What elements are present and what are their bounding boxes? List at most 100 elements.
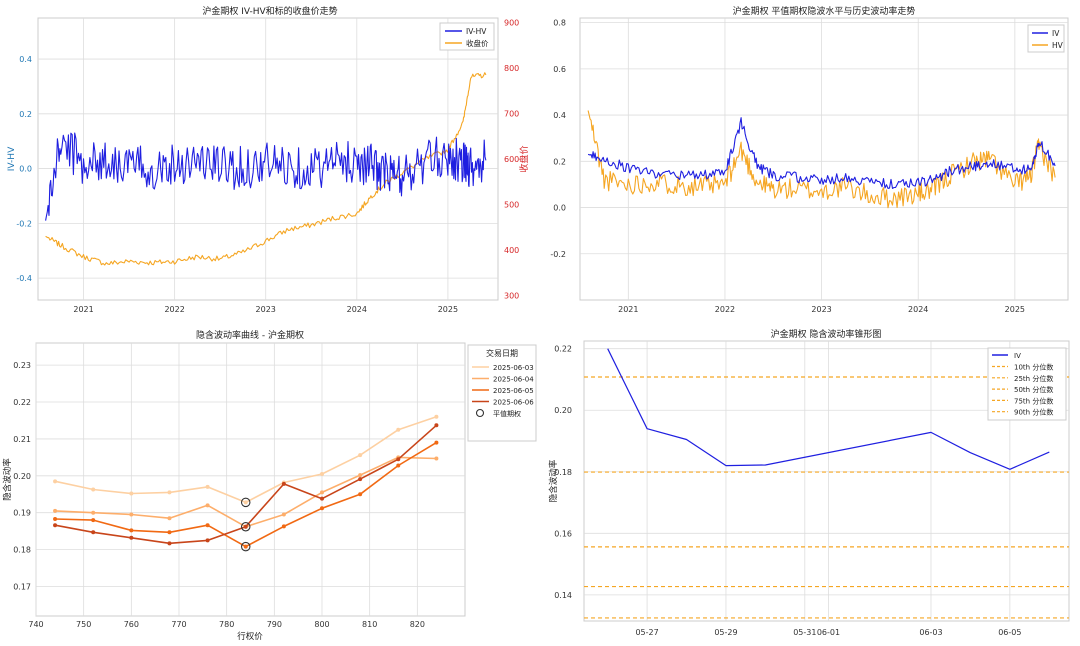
legend-label: 90th 分位数 [1014,408,1053,417]
x-axis-label: 行权价 [237,631,263,642]
x-tick-label: 2022 [715,305,735,314]
legend-label: 平值期权 [493,409,521,418]
legend-label: IV [1014,352,1021,360]
data-point [91,487,96,492]
y2-tick-label: 600 [504,155,519,164]
y-tick-label: 0.22 [13,398,31,407]
x-tick-label: 770 [171,620,186,629]
data-point [129,491,134,496]
chart-iv-hv-close: -0.4 -0.2 0.0 0.2 0.4 2021 2022 2023 2024 2025 300… [0,0,540,323]
data-point [434,440,439,445]
data-point [281,524,286,529]
x-tick-label: 760 [124,620,139,629]
data-point [243,524,248,529]
y2-tick-label: 400 [504,246,519,255]
legend-box [467,344,537,442]
legend-label: 2025-06-03 [493,364,534,372]
y-tick-label: -0.4 [16,274,32,283]
data-point [358,477,363,482]
chart-svg: -0.2 0.0 0.2 0.4 0.6 0.8 2021 2022 2023 2024 2025 沪… [550,5,1069,314]
series-line [45,132,487,221]
data-point [91,518,96,523]
data-point [243,500,248,505]
legend-atm-marker [475,408,485,418]
y-tick-label: 0.20 [554,406,572,415]
data-point [320,471,324,476]
data-point [358,473,363,478]
y2-tick-label: 700 [504,110,519,119]
y-axis-label: IV-HV [7,146,17,171]
legend-label: 10th 分位数 [1014,363,1053,372]
legend: IV-HV 收盘价 [439,22,495,51]
x-tick-label: 810 [362,620,377,629]
data-point [396,463,401,468]
x-tick-label: 2024 [908,305,928,314]
legend: IV HV [1027,24,1065,53]
data-point [167,490,172,495]
x-tick-label: 2023 [811,305,831,314]
chart-svg: 0.17 0.18 0.19 0.20 0.21 0.22 0.23 740 750 760 770… [2,329,537,642]
data-point [434,423,439,428]
legend-label: HV [1052,41,1064,50]
data-point [205,523,210,528]
y-tick-label: 0.0 [19,165,32,174]
data-point [320,496,324,501]
legend-title: 交易日期 [486,348,518,358]
x-tick-label: 06-01 [817,628,840,637]
y-tick-label: 0.4 [19,55,32,64]
data-point [320,506,324,511]
y-tick-label: 0.18 [554,468,572,477]
x-tick-label: 2025 [438,305,458,314]
series-line [587,117,1056,189]
data-point [53,516,58,521]
x-tick-label: 820 [410,620,425,629]
legend-label: IV [1052,29,1060,38]
x-tick-label: 2023 [256,305,276,314]
data-point [91,530,96,535]
x-tick-label: 06-05 [998,628,1021,637]
legend-label: 50th 分位数 [1014,385,1053,394]
y2-axis-label: 收盘价 [518,145,530,172]
x-tick-label: 800 [314,620,329,629]
y-tick-label: -0.2 [550,250,566,259]
x-tick-label: 2021 [618,305,638,314]
atm-marker [240,541,251,552]
series-line [607,348,1050,470]
y2-tick-label: 300 [504,291,519,300]
y-tick-label: 0.0 [553,204,566,213]
x-tick-label: 05-31 [793,628,816,637]
data-point [91,510,96,515]
x-tick-label: 2025 [1005,305,1025,314]
x-tick-label: 2024 [347,305,367,314]
y-tick-label: 0.8 [553,19,566,28]
y-tick-label: 0.19 [13,509,31,518]
y2-tick-label: 500 [504,200,519,209]
atm-marker [240,521,251,532]
x-tick-label: 780 [219,620,234,629]
legend-label: IV-HV [466,27,487,36]
legend-label: 2025-06-06 [493,399,534,407]
legend-box [987,347,1067,421]
series-line [587,110,1056,209]
y-tick-label: 0.2 [553,157,566,166]
data-point [167,516,172,521]
plot-area [35,342,466,617]
data-point [434,414,439,419]
data-point [53,523,58,528]
data-point [281,481,286,486]
data-point [396,457,401,462]
data-point [129,512,134,517]
data-point [167,541,172,546]
legend-label: 75th 分位数 [1014,396,1053,405]
x-tick-label: 06-03 [919,628,942,637]
x-tick-label: 2022 [164,305,184,314]
chart-iv-cone: 0.14 0.16 0.18 0.20 0.22 05-27 05-29 05-31 06-01… [540,323,1080,646]
y-tick-label: 0.6 [553,65,566,74]
data-point [243,544,248,549]
chart-svg: -0.4 -0.2 0.0 0.2 0.4 2021 2022 2023 2024 2025 300… [7,5,530,314]
y-tick-label: 0.4 [553,111,566,120]
chart-svg: 0.14 0.16 0.18 0.20 0.22 05-27 05-29 05-31 06-01… [548,328,1070,637]
data-point [205,484,210,489]
y2-tick-label: 900 [504,19,519,28]
y2-tick-label: 800 [504,64,519,73]
